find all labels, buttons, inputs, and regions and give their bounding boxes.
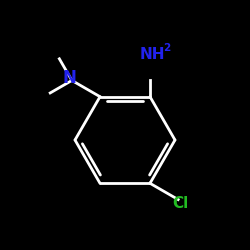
Text: 2: 2 <box>162 43 170 53</box>
Text: NH: NH <box>140 47 165 62</box>
Text: N: N <box>62 69 76 87</box>
Text: Cl: Cl <box>172 196 189 211</box>
